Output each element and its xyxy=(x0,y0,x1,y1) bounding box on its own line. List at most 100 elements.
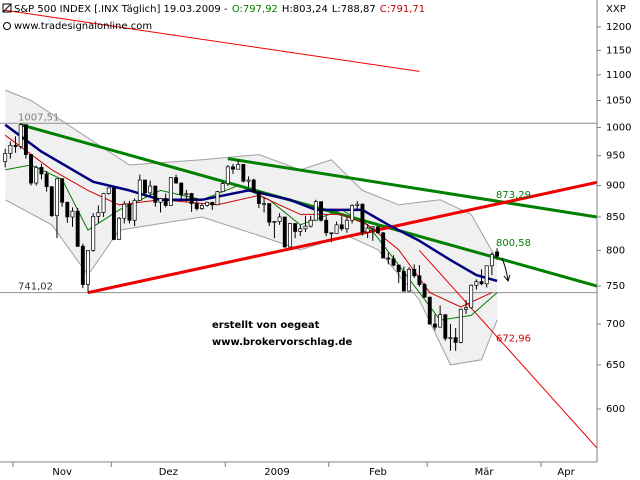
candle-body xyxy=(407,268,411,292)
candle-body xyxy=(168,177,173,206)
trendline xyxy=(5,9,420,72)
y-tick-label: 1150 xyxy=(606,45,631,56)
icon xyxy=(2,3,12,13)
candle-body xyxy=(262,203,267,205)
candle-body xyxy=(241,164,246,182)
candle-body xyxy=(386,257,391,260)
candle-body xyxy=(251,179,256,192)
candle-body xyxy=(3,153,8,162)
candle-body xyxy=(370,226,375,229)
x-tick-label: Feb xyxy=(369,467,387,478)
candle-body xyxy=(106,187,111,194)
source: www.tradesignalonline.com xyxy=(14,21,152,32)
x-tick-label: Dez xyxy=(159,467,178,478)
overlay: S&P 500 INDEX [.INX Täglich] 19.03.2009 … xyxy=(2,3,626,348)
arrow xyxy=(501,257,511,283)
candle-body xyxy=(215,191,220,206)
candle-body xyxy=(469,284,474,309)
y-tick-label: 800 xyxy=(606,245,625,256)
candle-body xyxy=(220,183,225,192)
candle-body xyxy=(143,179,147,194)
candle-body xyxy=(272,221,277,223)
candle-body xyxy=(360,203,365,233)
y-tick-label: 850 xyxy=(606,212,625,223)
candle-body xyxy=(231,166,235,170)
y-tick-label: 1200 xyxy=(606,22,631,33)
candle-body xyxy=(137,179,142,201)
ohlc-label: C:791,71 xyxy=(380,4,425,15)
y-tick-label: 700 xyxy=(606,319,625,330)
candle-body xyxy=(236,164,241,170)
ohlc-label: L:788,87 xyxy=(332,4,376,15)
candle-body xyxy=(381,232,386,259)
annotation: 800,58 xyxy=(496,238,531,249)
candle-body xyxy=(277,216,282,222)
candle-body xyxy=(334,224,339,234)
candle-body xyxy=(55,178,59,217)
candle-body xyxy=(427,296,432,325)
candle-body xyxy=(308,219,313,227)
ohlc-label: H:803,24 xyxy=(282,4,328,15)
candle-body xyxy=(49,186,54,217)
candle-body xyxy=(246,179,251,182)
candle-body xyxy=(422,284,427,298)
candle-body xyxy=(344,219,349,230)
candle-body xyxy=(376,226,380,234)
candle-body xyxy=(174,177,178,184)
candle-body xyxy=(225,166,230,184)
candle-body xyxy=(18,124,23,147)
candle-body xyxy=(355,203,360,206)
candle-body xyxy=(396,264,401,272)
watermark: www.brokervorschlag.de xyxy=(212,337,353,348)
candle-body xyxy=(96,212,101,217)
candle-body xyxy=(443,314,448,339)
candle-body xyxy=(474,281,479,286)
candle-body xyxy=(194,203,199,209)
plot xyxy=(0,9,597,449)
candle-body xyxy=(319,201,323,221)
candle-body xyxy=(163,198,168,206)
candle-body xyxy=(39,167,44,175)
candle-body xyxy=(256,191,261,204)
candle-body xyxy=(122,203,127,219)
y-tick-label: 750 xyxy=(606,281,625,292)
candle-body xyxy=(75,210,80,247)
candle-body xyxy=(127,203,132,221)
candle-body xyxy=(8,144,13,154)
candle-body xyxy=(495,251,500,257)
annotation: 672,96 xyxy=(496,334,531,345)
candle-body xyxy=(132,200,137,221)
header: S&P 500 INDEX [.INX Täglich] 19.03.2009 … xyxy=(14,4,425,15)
candle-body xyxy=(199,205,204,209)
ohlc-label: O:797,92 xyxy=(232,4,278,15)
candle-body xyxy=(339,224,344,230)
level-label: 1007,51 xyxy=(18,112,59,123)
candle-body xyxy=(412,268,417,277)
y-tick-label: 650 xyxy=(606,360,625,371)
candle-body xyxy=(479,281,484,285)
candle-body xyxy=(111,187,116,240)
icon xyxy=(2,3,12,13)
annotation: 873,29 xyxy=(496,190,531,201)
candle-body xyxy=(210,201,215,206)
candle-body xyxy=(65,201,70,218)
candle-body xyxy=(29,154,34,184)
icon xyxy=(3,22,11,30)
candle-body xyxy=(438,314,443,328)
candle-body xyxy=(205,201,210,206)
candle-body xyxy=(34,167,39,184)
trendline xyxy=(20,123,597,288)
x-tick-label: Apr xyxy=(557,467,575,478)
moving-average xyxy=(4,123,498,283)
candle-body xyxy=(189,193,194,204)
candle-body xyxy=(91,215,96,251)
candle-body xyxy=(60,178,65,203)
chart-title: S&P 500 INDEX [.INX Täglich] 19.03.2009 … xyxy=(14,4,228,15)
axis-label: XXP xyxy=(606,4,626,15)
candle-body xyxy=(153,185,158,203)
y-tick-label: 1000 xyxy=(606,122,631,133)
candle-body xyxy=(391,258,396,266)
candle-body xyxy=(267,203,272,223)
candle-body xyxy=(329,232,334,235)
